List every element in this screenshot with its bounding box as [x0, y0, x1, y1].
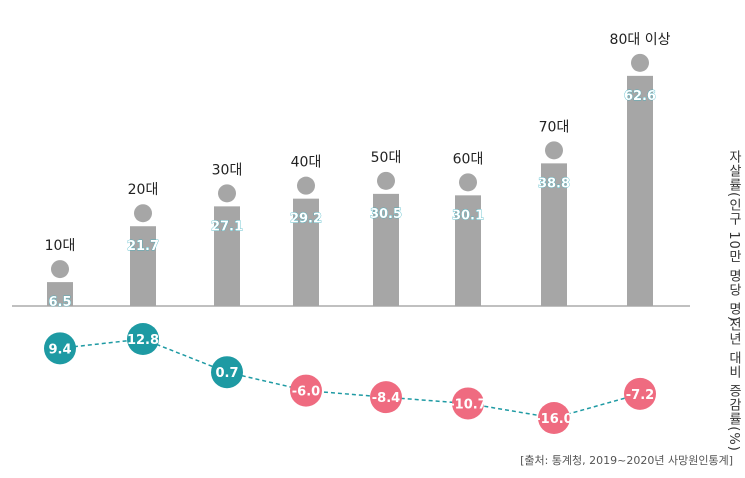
bar-value-label: 30.1	[452, 208, 484, 223]
source-note: [출처: 통계청, 2019~2020년 사망원인통계]	[520, 454, 733, 467]
person-head-icon	[631, 53, 649, 72]
change-value-label: -8.4	[372, 391, 400, 406]
change-line-series: 9.4 12.8 0.7 -6.0 -8.4 -10.7 -16.0 -7.2	[44, 323, 656, 434]
bar	[293, 198, 319, 306]
bar-series: 10대 6.5 20대 21.7 30대 27.1 40대 29.2 50대 30.5 60대 30.…	[45, 32, 671, 311]
bar-figure: 70대 38.8	[538, 119, 570, 306]
category-label: 20대	[128, 182, 159, 198]
change-marker	[370, 381, 402, 414]
category-label: 30대	[212, 162, 243, 178]
bar-value-label: 30.5	[370, 207, 402, 222]
change-marker	[538, 402, 570, 434]
bar-y-axis-label: 자살률(인구 10만 명당 명)	[726, 150, 741, 323]
change-value-label: -16.0	[535, 412, 572, 427]
bar	[541, 163, 567, 306]
bar-figure: 60대 30.1	[452, 151, 484, 306]
bar	[214, 206, 240, 306]
category-label: 50대	[371, 150, 402, 166]
change-point: -10.7	[449, 387, 487, 420]
change-marker	[44, 332, 76, 365]
bar	[130, 226, 156, 306]
person-head-icon	[377, 171, 395, 190]
change-value-label: -10.7	[449, 397, 486, 412]
bar-value-label: 27.1	[211, 219, 243, 234]
category-label: 70대	[539, 119, 570, 135]
category-label: 80대 이상	[610, 32, 671, 48]
bar-figure: 10대 6.5	[45, 238, 76, 310]
person-head-icon	[545, 141, 563, 160]
bar	[47, 282, 73, 306]
bar-value-label: 38.8	[538, 176, 570, 191]
bar-figure: 50대 30.5	[370, 150, 402, 306]
change-point: -7.2	[624, 377, 656, 410]
bar-figure: 20대 21.7	[127, 182, 159, 306]
category-label: 60대	[453, 151, 484, 167]
change-value-label: 9.4	[48, 342, 71, 357]
change-point: 9.4	[44, 332, 76, 365]
change-marker	[290, 374, 322, 407]
change-value-label: -7.2	[626, 388, 654, 403]
change-marker	[452, 387, 484, 420]
change-point: 12.8	[127, 323, 159, 355]
person-head-icon	[51, 260, 69, 279]
change-point: -6.0	[290, 374, 322, 407]
person-head-icon	[297, 176, 315, 195]
change-point: 0.7	[211, 356, 243, 389]
bar-figure: 40대 29.2	[290, 155, 322, 306]
change-marker	[211, 356, 243, 389]
category-label: 10대	[45, 238, 76, 254]
bar-figure: 80대 이상 62.6	[610, 32, 671, 307]
bar	[373, 193, 399, 306]
bar	[627, 75, 653, 307]
change-value-label: -6.0	[292, 385, 320, 400]
change-point: -16.0	[535, 402, 573, 434]
bar-value-label: 21.7	[127, 239, 159, 254]
person-head-icon	[459, 173, 477, 192]
bar-figure: 30대 27.1	[211, 162, 243, 306]
bar	[455, 195, 481, 306]
bar-value-label: 62.6	[624, 89, 656, 104]
change-point: -8.4	[370, 381, 402, 414]
category-label: 40대	[291, 155, 322, 171]
bar-value-label: 6.5	[48, 295, 71, 310]
bar-value-label: 29.2	[290, 212, 322, 227]
change-marker	[624, 377, 656, 410]
change-value-label: 0.7	[215, 366, 238, 381]
person-head-icon	[218, 184, 236, 203]
line-y-axis-label: 전년 대비 증감률(%)	[726, 318, 741, 452]
person-head-icon	[134, 204, 152, 223]
change-marker	[127, 323, 159, 355]
change-value-label: 12.8	[127, 333, 159, 348]
